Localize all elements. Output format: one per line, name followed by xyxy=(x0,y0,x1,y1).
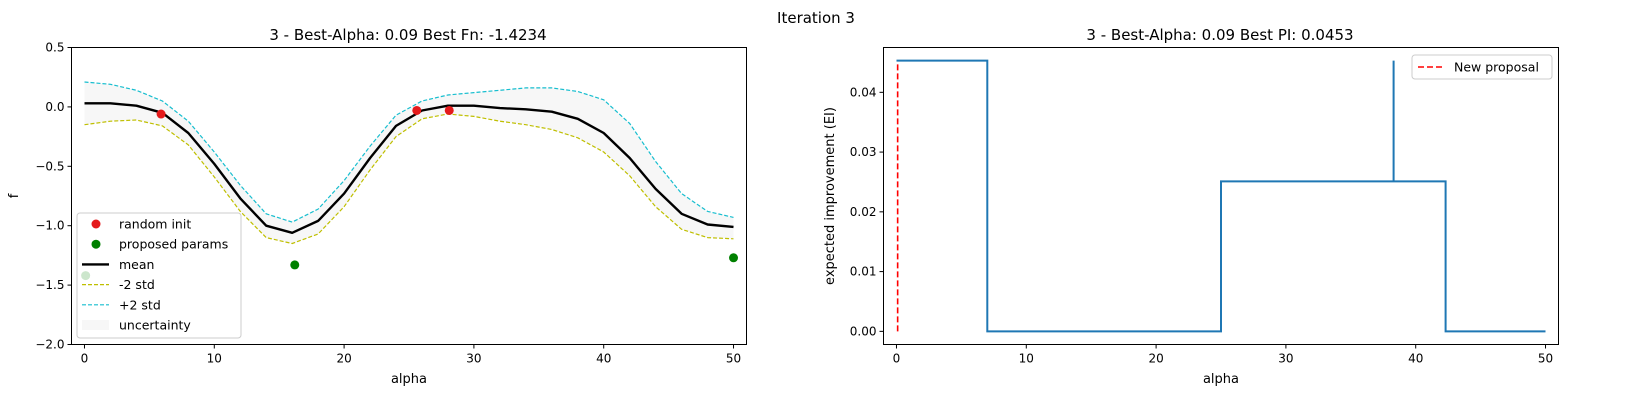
legend-entry: mean xyxy=(82,257,154,272)
x-tick-label: 50 xyxy=(1538,352,1553,366)
ei-title: 3 - Best-Alpha: 0.09 Best PI: 0.0453 xyxy=(1086,26,1353,44)
random-init-point xyxy=(412,105,422,115)
y-tick-label: 0.04 xyxy=(850,85,877,99)
legend-entry: uncertainty xyxy=(82,318,191,333)
plus-2std-line xyxy=(84,81,734,223)
legend-label: -2 std xyxy=(119,277,155,292)
gp-fit-plot-frame xyxy=(71,47,747,345)
random-init-point xyxy=(444,105,454,115)
minus-2std-line xyxy=(84,113,734,245)
uncertainty-band xyxy=(84,82,734,244)
gp-fit-xlabel: alpha xyxy=(391,372,427,387)
legend-marker-uncertainty xyxy=(82,320,109,330)
random-init-point xyxy=(156,109,166,119)
mean-line xyxy=(84,102,734,234)
legend-entry: +2 std xyxy=(82,297,161,312)
y-tick-label: 0.01 xyxy=(850,265,877,279)
legend-label: uncertainty xyxy=(119,318,191,333)
legend-entry: random init xyxy=(91,217,191,232)
legend-marker-random-init xyxy=(91,219,101,229)
x-tick-label: 10 xyxy=(207,352,222,366)
proposed-param-point xyxy=(290,260,300,270)
y-tick-label: −2.0 xyxy=(35,338,64,352)
legend-box xyxy=(1411,54,1553,80)
gp-fit-ylabel: f xyxy=(7,193,22,198)
gp-fit-title: 3 - Best-Alpha: 0.09 Best Fn: -1.4234 xyxy=(269,26,546,44)
legend-entry: proposed params xyxy=(91,237,228,252)
x-tick-label: 40 xyxy=(1408,352,1423,366)
x-tick-label: 40 xyxy=(596,352,611,366)
x-tick-label: 10 xyxy=(1019,352,1034,366)
figure-suptitle: Iteration 3 xyxy=(777,9,855,27)
y-tick-label: 0.00 xyxy=(850,324,877,338)
x-tick-label: 20 xyxy=(336,352,351,366)
ei-line xyxy=(896,59,1546,333)
x-tick-label: 20 xyxy=(1148,352,1163,366)
legend-entry: -2 std xyxy=(82,277,155,292)
ei-ylabel: expected improvement (EI) xyxy=(823,107,838,285)
legend-box xyxy=(76,212,242,339)
legend-label: mean xyxy=(119,257,154,272)
legend-label: proposed params xyxy=(119,237,228,252)
y-tick-label: 0.03 xyxy=(850,145,877,159)
x-tick-label: 30 xyxy=(1278,352,1293,366)
legend-label: New proposal xyxy=(1454,60,1539,75)
ei-chart: 3 - Best-Alpha: 0.09 Best PI: 0.0453 0 10… xyxy=(823,26,1559,387)
ei-xlabel: alpha xyxy=(1203,372,1239,387)
y-tick-label: −0.5 xyxy=(35,159,64,173)
ei-legend: New proposal xyxy=(1411,54,1553,80)
proposed-param-point xyxy=(729,253,739,263)
legend-marker-proposed xyxy=(91,239,101,249)
y-tick-label: −1.5 xyxy=(35,278,64,292)
ei-plot-frame xyxy=(883,47,1559,345)
x-tick-label: 50 xyxy=(726,352,741,366)
y-tick-label: 0.5 xyxy=(45,41,64,55)
x-tick-label: 0 xyxy=(81,352,89,366)
y-tick-label: 0.02 xyxy=(850,205,877,219)
gp-fit-legend: random init proposed params mean -2 std +2 s… xyxy=(76,212,242,339)
legend-label: +2 std xyxy=(119,297,161,312)
x-tick-label: 30 xyxy=(466,352,481,366)
y-tick-label: 0.0 xyxy=(45,100,64,114)
legend-label: random init xyxy=(119,217,191,232)
y-tick-label: −1.0 xyxy=(35,219,64,233)
gp-fit-chart: 3 - Best-Alpha: 0.09 Best Fn: -1.4234 0 1… xyxy=(7,26,747,387)
x-tick-label: 0 xyxy=(893,352,901,366)
